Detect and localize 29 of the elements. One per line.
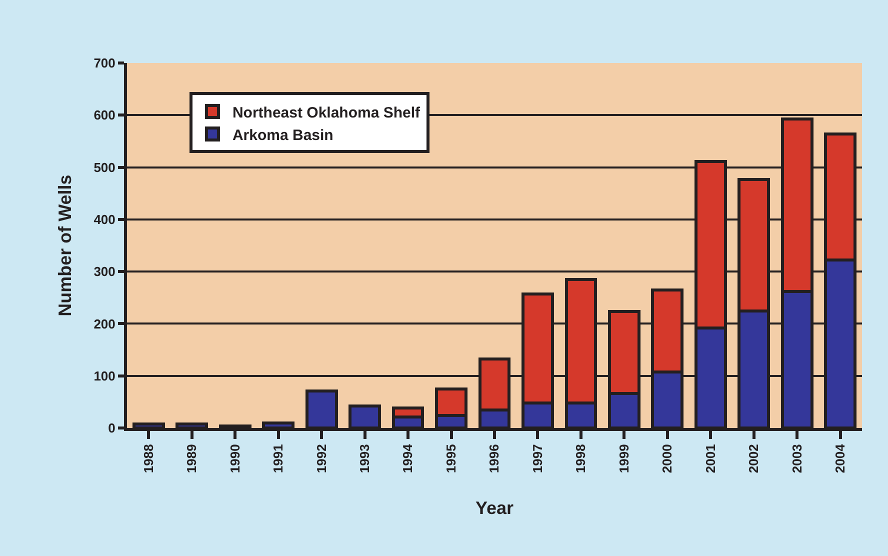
x-tick-label: 2003 [789, 444, 804, 474]
y-tick-label: 400 [94, 212, 116, 227]
legend-label: Arkoma Basin [232, 126, 334, 144]
x-tick-label: 1989 [184, 444, 200, 474]
x-tick-label: 1988 [140, 444, 156, 474]
y-tick-label: 500 [94, 160, 116, 175]
x-tick-label: 1992 [314, 444, 329, 474]
y-axis-title: Number of Wells [54, 174, 75, 316]
x-tick-label: 1997 [530, 444, 545, 474]
x-tick-label: 2002 [746, 444, 762, 474]
x-tick-label: 2001 [702, 444, 718, 474]
y-tick-label: 0 [108, 420, 116, 436]
x-tick-label: 2000 [660, 444, 675, 474]
x-tick-label: 1996 [486, 444, 502, 474]
legend-label: Northeast Oklahoma Shelf [232, 104, 422, 122]
x-tick-label: 1998 [573, 444, 588, 474]
y-tick-label: 600 [94, 108, 116, 123]
x-tick-label: 1999 [616, 444, 632, 474]
x-tick-label: 1990 [227, 444, 242, 474]
x-tick-label: 1995 [443, 444, 458, 474]
y-tick-label: 200 [94, 316, 116, 332]
x-tick-label: 1991 [270, 444, 286, 474]
y-tick-label: 100 [94, 368, 116, 384]
x-tick-label: 1994 [400, 443, 416, 474]
y-tick-label: 700 [94, 56, 116, 71]
x-tick-label: 1993 [357, 444, 372, 474]
x-tick-label: 2004 [832, 443, 848, 474]
y-tick-label: 300 [94, 264, 116, 280]
x-axis-title: Year [475, 498, 514, 518]
